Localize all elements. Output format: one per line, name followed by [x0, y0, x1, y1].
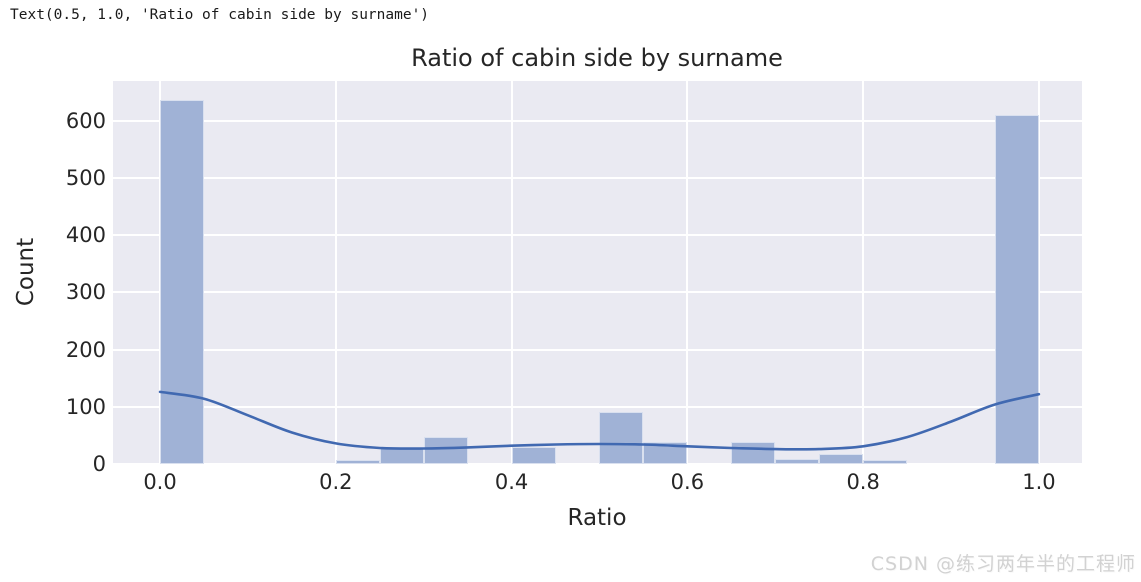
y-tick-label: 400 [65, 223, 106, 247]
v-gridline [1037, 81, 1040, 464]
x-tick-label: 0.0 [143, 470, 177, 494]
histogram-bar [819, 453, 864, 464]
y-axis-label: Count [13, 237, 39, 307]
x-tick-label: 1.0 [1022, 470, 1056, 494]
notebook-output-text: Text(0.5, 1.0, 'Ratio of cabin side by s… [10, 7, 430, 23]
v-gridline [334, 81, 337, 464]
h-gridline [113, 291, 1082, 294]
v-gridline [510, 81, 513, 464]
plot-area [113, 81, 1082, 464]
y-tick-label: 500 [65, 165, 106, 190]
chart-title: Ratio of cabin side by surname [411, 44, 783, 72]
v-gridline [686, 81, 689, 464]
y-tick-label: 300 [65, 280, 106, 305]
watermark: CSDN @练习两年半的工程师 [870, 553, 1136, 575]
histogram-bar [775, 459, 820, 464]
histogram-bar [423, 437, 468, 464]
histogram-bar [643, 441, 688, 464]
histogram-bar [160, 99, 204, 464]
y-tick-label: 0 [92, 452, 106, 476]
histogram-bar [335, 459, 380, 464]
histogram-bar [863, 459, 908, 464]
h-gridline [113, 119, 1082, 122]
x-tick-label: 0.8 [846, 470, 880, 494]
x-tick-label: 0.2 [319, 470, 353, 494]
histogram-bar [379, 447, 424, 464]
histogram-bar [599, 412, 644, 464]
v-gridline [862, 81, 865, 464]
h-gridline [113, 348, 1082, 351]
y-tick-label: 600 [65, 108, 106, 133]
y-tick-label: 100 [65, 394, 106, 419]
x-tick-label: 0.6 [670, 470, 705, 494]
histogram-bar [994, 114, 1039, 464]
h-gridline [113, 176, 1082, 179]
x-tick-label: 0.4 [494, 470, 529, 494]
histogram-bar [511, 446, 556, 464]
h-gridline [113, 234, 1082, 236]
x-axis-label: Ratio [567, 505, 627, 531]
histogram-bar [731, 442, 776, 464]
y-tick-label: 200 [65, 337, 106, 362]
h-gridline [113, 463, 1082, 464]
h-gridline [113, 405, 1082, 408]
